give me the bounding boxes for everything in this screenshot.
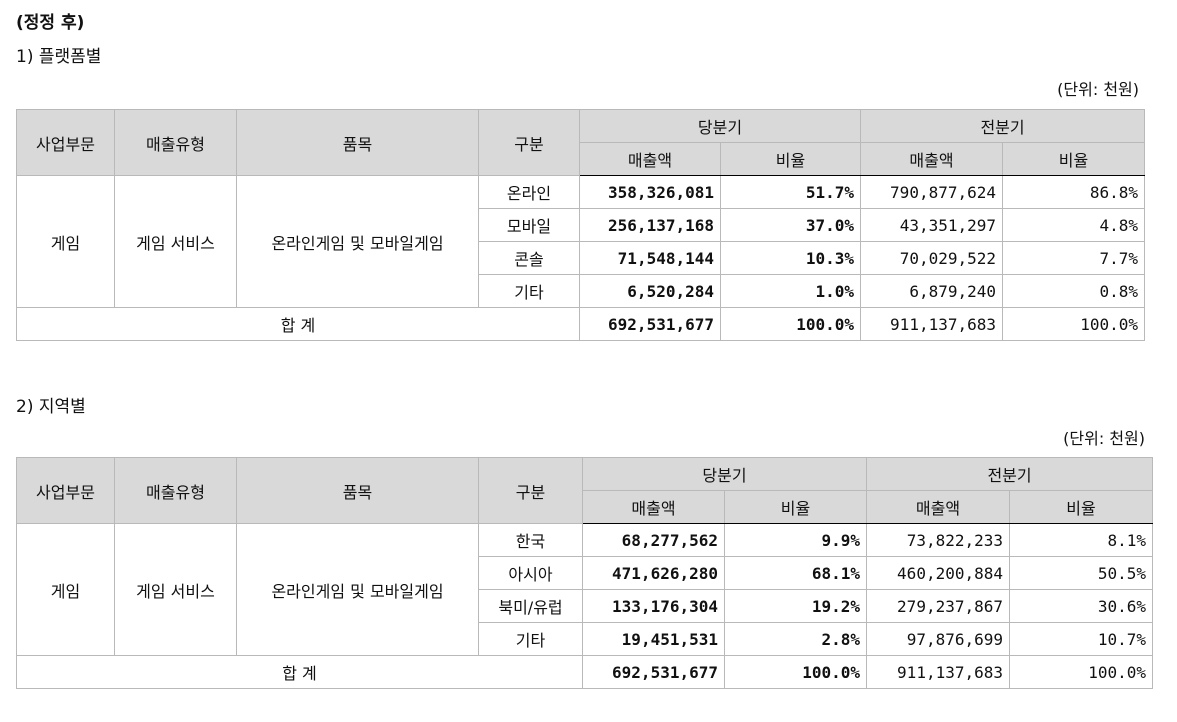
current-ratio: 10.3% xyxy=(719,241,862,275)
row-label: 아시아 xyxy=(478,556,583,590)
section-title-region: 2) 지역별 xyxy=(16,397,86,417)
region-revenue-table: 사업부문 매출유형 품목 구분 당분기 전분기 매출액 비율 매출액 비율 게임… xyxy=(16,457,1154,689)
previous-ratio: 7.7% xyxy=(1002,241,1146,275)
document-heading: (정정 후) xyxy=(16,13,85,33)
header-previous-quarter: 전분기 xyxy=(866,457,1154,491)
header-previous-ratio: 비율 xyxy=(1009,490,1154,524)
total-current-ratio: 100.0% xyxy=(723,655,868,689)
current-ratio: 1.0% xyxy=(719,274,862,308)
header-item: 품목 xyxy=(236,457,479,524)
header-current-quarter: 당분기 xyxy=(581,457,868,491)
current-ratio: 2.8% xyxy=(723,622,868,656)
current-sales: 471,626,280 xyxy=(582,556,725,590)
total-current-ratio: 100.0% xyxy=(719,307,862,341)
current-ratio: 51.7% xyxy=(719,175,862,209)
current-sales: 71,548,144 xyxy=(579,241,721,275)
row-label: 기타 xyxy=(478,622,583,656)
previous-ratio: 0.8% xyxy=(1002,274,1146,308)
unit-label: (단위: 천원) xyxy=(1063,429,1145,448)
header-current-ratio: 비율 xyxy=(719,142,862,176)
current-sales: 68,277,562 xyxy=(582,523,725,557)
item-cell: 온라인게임 및 모바일게임 xyxy=(236,175,479,308)
table-row: 아시아 471,626,280 68.1% 460,200,884 50.5% xyxy=(17,556,1154,590)
previous-ratio: 8.1% xyxy=(1009,523,1154,557)
unit-label: (단위: 천원) xyxy=(1057,80,1139,99)
header-previous-sales: 매출액 xyxy=(866,490,1011,524)
table-row: 게임 게임 서비스 온라인게임 및 모바일게임 온라인 358,326,081 … xyxy=(16,175,1146,308)
current-ratio: 68.1% xyxy=(723,556,868,590)
total-row: 합 계 692,531,677 100.0% 911,137,683 100.0… xyxy=(16,655,1154,689)
header-current-sales: 매출액 xyxy=(579,142,721,176)
previous-sales: 70,029,522 xyxy=(860,241,1004,275)
item-cell: 온라인게임 및 모바일게임 xyxy=(236,523,479,656)
header-segment: 사업부문 xyxy=(16,109,115,176)
total-row: 합 계 692,531,677 100.0% 911,137,683 100.0… xyxy=(16,307,1146,341)
header-category: 구분 xyxy=(478,457,583,524)
previous-sales: 279,237,867 xyxy=(866,589,1011,623)
previous-sales: 97,876,699 xyxy=(866,622,1011,656)
table-row: 기타 19,451,531 2.8% 97,876,699 10.7% xyxy=(17,622,1154,656)
total-previous-ratio: 100.0% xyxy=(1009,655,1154,689)
header-sales-type: 매출유형 xyxy=(114,109,237,176)
current-ratio: 9.9% xyxy=(723,523,868,557)
row-label: 콘솔 xyxy=(478,241,580,275)
table-row: 게임 게임 서비스 온라인게임 및 모바일게임 한국 68,277,562 9.… xyxy=(16,523,1154,656)
header-category: 구분 xyxy=(478,109,580,176)
segment-cell: 게임 xyxy=(16,175,115,308)
header-sales-type: 매출유형 xyxy=(114,457,237,524)
segment-cell: 게임 xyxy=(16,523,115,656)
sales-type-cell: 게임 서비스 xyxy=(114,523,237,656)
header-current-ratio: 비율 xyxy=(723,490,868,524)
current-ratio: 19.2% xyxy=(723,589,868,623)
current-sales: 358,326,081 xyxy=(579,175,721,209)
platform-revenue-table: 사업부문 매출유형 품목 구분 당분기 전분기 매출액 비율 매출액 비율 게임… xyxy=(16,109,1146,341)
header-previous-sales: 매출액 xyxy=(860,142,1004,176)
header-segment: 사업부문 xyxy=(16,457,115,524)
header-previous-quarter: 전분기 xyxy=(860,109,1146,143)
row-label: 한국 xyxy=(478,523,583,557)
row-label: 모바일 xyxy=(478,208,580,242)
previous-sales: 73,822,233 xyxy=(866,523,1011,557)
current-sales: 6,520,284 xyxy=(579,274,721,308)
current-ratio: 37.0% xyxy=(719,208,862,242)
total-current-sales: 692,531,677 xyxy=(579,307,721,341)
header-current-quarter: 당분기 xyxy=(578,109,862,143)
row-label: 기타 xyxy=(478,274,580,308)
header-item: 품목 xyxy=(236,109,479,176)
row-label: 온라인 xyxy=(478,175,580,209)
total-previous-ratio: 100.0% xyxy=(1002,307,1146,341)
current-sales: 19,451,531 xyxy=(582,622,725,656)
current-sales: 133,176,304 xyxy=(582,589,725,623)
previous-sales: 790,877,624 xyxy=(860,175,1004,209)
total-label: 합 계 xyxy=(16,655,583,689)
table-row: 콘솔 71,548,144 10.3% 70,029,522 7.7% xyxy=(17,241,1146,275)
total-previous-sales: 911,137,683 xyxy=(866,655,1011,689)
table-row: 기타 6,520,284 1.0% 6,879,240 0.8% xyxy=(17,274,1146,308)
table-row: 모바일 256,137,168 37.0% 43,351,297 4.8% xyxy=(17,208,1146,242)
header-current-sales: 매출액 xyxy=(582,490,725,524)
total-previous-sales: 911,137,683 xyxy=(860,307,1004,341)
previous-ratio: 86.8% xyxy=(1002,175,1146,209)
total-current-sales: 692,531,677 xyxy=(582,655,725,689)
previous-ratio: 4.8% xyxy=(1002,208,1146,242)
previous-sales: 460,200,884 xyxy=(866,556,1011,590)
total-label: 합 계 xyxy=(16,307,580,341)
previous-ratio: 10.7% xyxy=(1009,622,1154,656)
header-previous-ratio: 비율 xyxy=(1002,142,1146,176)
row-label: 북미/유럽 xyxy=(478,589,583,623)
previous-ratio: 50.5% xyxy=(1009,556,1154,590)
table-row: 북미/유럽 133,176,304 19.2% 279,237,867 30.6… xyxy=(17,589,1154,623)
current-sales: 256,137,168 xyxy=(579,208,721,242)
previous-sales: 6,879,240 xyxy=(860,274,1004,308)
previous-ratio: 30.6% xyxy=(1009,589,1154,623)
previous-sales: 43,351,297 xyxy=(860,208,1004,242)
sales-type-cell: 게임 서비스 xyxy=(114,175,237,308)
section-title-platform: 1) 플랫폼별 xyxy=(16,47,102,67)
